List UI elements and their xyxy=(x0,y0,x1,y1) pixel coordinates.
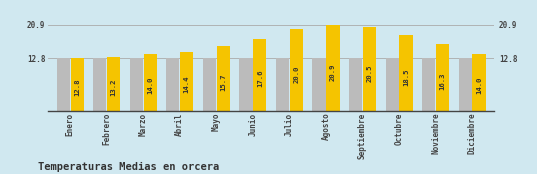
Bar xyxy=(240,58,252,111)
Text: 14.4: 14.4 xyxy=(184,76,190,93)
Text: 12.8: 12.8 xyxy=(74,79,80,96)
Bar xyxy=(276,58,289,111)
Bar xyxy=(349,58,362,111)
Text: 15.7: 15.7 xyxy=(220,73,226,91)
Text: 16.3: 16.3 xyxy=(439,72,446,90)
Bar xyxy=(436,44,449,111)
Bar xyxy=(326,25,339,111)
Bar xyxy=(144,54,157,111)
Bar xyxy=(71,58,84,111)
Bar xyxy=(386,58,398,111)
Text: 20.9: 20.9 xyxy=(330,64,336,81)
Bar xyxy=(57,58,70,111)
Text: 14.0: 14.0 xyxy=(476,77,482,94)
Text: 20.0: 20.0 xyxy=(293,65,300,83)
Bar xyxy=(253,39,266,111)
Text: 14.0: 14.0 xyxy=(147,77,153,94)
Bar xyxy=(107,57,120,111)
Bar xyxy=(166,58,179,111)
Bar xyxy=(459,58,472,111)
Bar xyxy=(203,58,216,111)
Bar xyxy=(130,58,143,111)
Bar xyxy=(422,58,435,111)
Text: 13.2: 13.2 xyxy=(111,78,117,96)
Bar xyxy=(217,46,230,111)
Text: 17.6: 17.6 xyxy=(257,70,263,87)
Text: 18.5: 18.5 xyxy=(403,68,409,86)
Text: 20.5: 20.5 xyxy=(366,65,373,82)
Bar xyxy=(180,52,193,111)
Bar xyxy=(400,35,412,111)
Bar xyxy=(290,29,303,111)
Bar xyxy=(363,27,376,111)
Bar xyxy=(473,54,485,111)
Bar xyxy=(313,58,325,111)
Text: Temperaturas Medias en orcera: Temperaturas Medias en orcera xyxy=(38,162,219,172)
Bar xyxy=(93,58,106,111)
